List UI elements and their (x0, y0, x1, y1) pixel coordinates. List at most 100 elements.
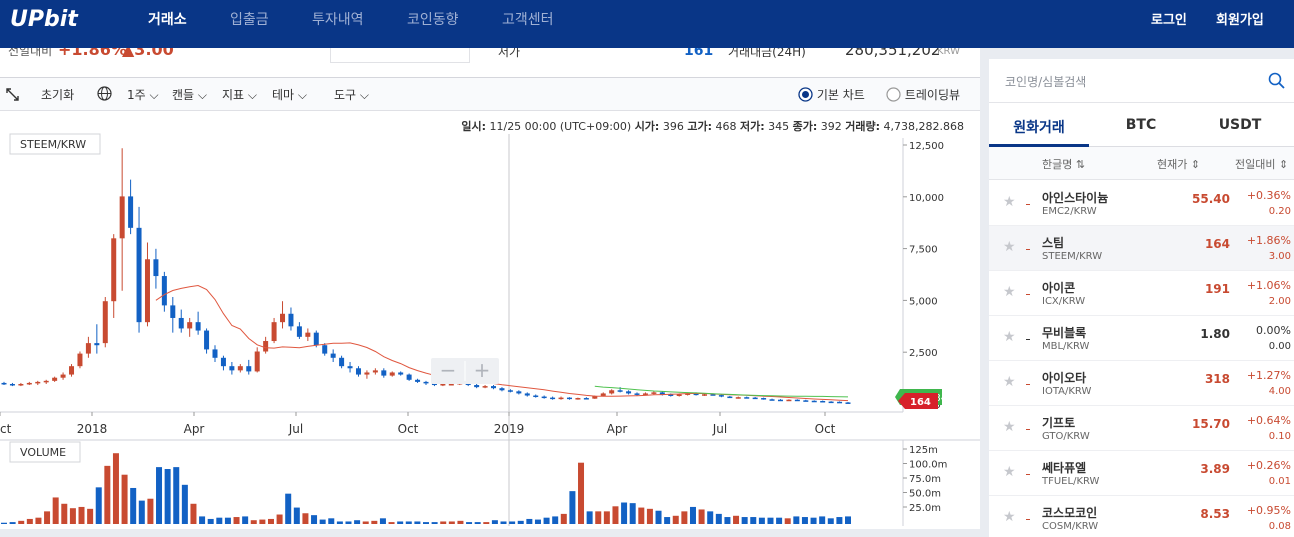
search-icon[interactable] (1268, 72, 1286, 90)
favorite-star-icon[interactable]: ★ (1003, 464, 1016, 480)
volume-bar (156, 467, 163, 524)
candle-body (43, 380, 49, 383)
coin-price: 55.40 (1192, 192, 1230, 206)
coin-price: 1.80 (1200, 327, 1230, 341)
candle-body (541, 396, 547, 399)
candle-body (119, 196, 125, 239)
coin-search-bar[interactable]: 코인명/심볼검색 (989, 59, 1294, 103)
mini-trend-icon (1026, 519, 1030, 520)
tab-btc[interactable]: BTC (1125, 117, 1157, 133)
favorite-star-icon[interactable]: ★ (1003, 239, 1016, 255)
nav-coin-trends[interactable]: 코인동향 (407, 12, 459, 28)
volume-bar (423, 522, 429, 524)
coin-row[interactable]: ★ 아인스타이늄 EMC2/KRW 55.40 +0.36% 0.20 (989, 181, 1294, 226)
coin-change-amount: 0.00 (1268, 341, 1291, 352)
tab-usdt[interactable]: USDT (1218, 117, 1262, 133)
volume-bar (1, 522, 7, 524)
basic-chart-radio[interactable]: 기본 차트 (798, 86, 865, 103)
search-input[interactable]: 코인명/심볼검색 (1005, 75, 1087, 89)
volume-tick-label: 100.0m (909, 460, 947, 471)
candle-body (296, 326, 302, 337)
chevron-down-icon: ⌵ (197, 88, 208, 102)
sort-by-change[interactable]: 전일대비 ⇕ (1235, 158, 1289, 171)
theme-dropdown[interactable]: 테마 ⌵ (272, 86, 307, 103)
candle-body (676, 394, 682, 396)
candle-body (423, 381, 429, 384)
coin-row[interactable]: ★ 아이오타 IOTA/KRW 318 +1.27% 4.00 (989, 361, 1294, 406)
coin-row[interactable]: ★ 스팀 STEEM/KRW 164 +1.86% 3.00 (989, 226, 1294, 271)
nav-customer-center[interactable]: 고객센터 (502, 12, 554, 28)
candle-body (786, 399, 792, 402)
interval-dropdown[interactable]: 1주 ⌵ (127, 86, 159, 103)
coin-row[interactable]: ★ 아이콘 ICX/KRW 191 +1.06% 2.00 (989, 271, 1294, 316)
sort-by-name[interactable]: 한글명 ⇅ (1042, 158, 1086, 171)
volume-bar (569, 491, 576, 524)
volume-tick-label: 125m (909, 445, 938, 456)
login-link[interactable]: 로그인 (1151, 13, 1187, 28)
candle-body (448, 383, 454, 386)
candle-body (566, 397, 572, 400)
nav-deposit-withdraw[interactable]: 입출금 (230, 12, 269, 28)
candle-body (710, 394, 716, 396)
radio-unselected-icon (886, 87, 901, 102)
volume-bar (534, 519, 541, 524)
expand-icon[interactable] (6, 88, 19, 101)
chevron-down-icon: ⌵ (359, 88, 370, 102)
favorite-star-icon[interactable]: ★ (1003, 509, 1016, 525)
volume-bar (52, 497, 59, 524)
theme-label: 테마 (272, 88, 295, 102)
tab-krw[interactable]: 원화거래 (1013, 120, 1065, 136)
coin-row[interactable]: ★ 코스모코인 COSM/KRW 8.53 +0.95% 0.08 (989, 496, 1294, 537)
top-navigation: UPbit 거래소 입출금 투자내역 코인동향 고객센터 로그인 회원가입 (0, 0, 1294, 48)
coin-change-percent: 0.00% (1256, 324, 1291, 337)
favorite-star-icon[interactable]: ★ (1003, 194, 1016, 210)
volume-bar (629, 503, 636, 524)
coin-row[interactable]: ★ 쎄타퓨엘 TFUEL/KRW 3.89 +0.26% 0.01 (989, 451, 1294, 496)
sort-by-price[interactable]: 현재가 ⇕ (1157, 158, 1201, 171)
candle-body (153, 259, 159, 277)
coin-list-panel: 코인명/심볼검색 원화거래 BTC USDT 한글명 ⇅ 현재가 ⇕ 전일대비 … (989, 59, 1294, 537)
candle-body (85, 343, 91, 354)
candle-body (288, 313, 294, 327)
candle-body (330, 353, 336, 358)
coin-row[interactable]: ★ 무비블록 MBL/KRW 1.80 0.00% 0.00 (989, 316, 1294, 361)
volume-bar (69, 508, 76, 524)
zoom-in-button[interactable]: + (474, 358, 491, 382)
close-label: 종가: (792, 120, 818, 133)
tradingview-radio[interactable]: 트레이딩뷰 (886, 86, 960, 103)
favorite-star-icon[interactable]: ★ (1003, 284, 1016, 300)
volume-bar (414, 521, 421, 524)
candle-body (187, 322, 193, 329)
coin-row[interactable]: ★ 기프토 GTO/KRW 15.70 +0.64% 0.10 (989, 406, 1294, 451)
favorite-star-icon[interactable]: ★ (1003, 419, 1016, 435)
candle-body (364, 372, 370, 375)
volume-bar (845, 516, 851, 524)
globe-icon[interactable] (97, 86, 112, 101)
nav-investments[interactable]: 투자내역 (312, 12, 364, 28)
zoom-out-button[interactable]: − (440, 358, 457, 382)
volume-bar (95, 487, 102, 524)
volume-bar (147, 498, 154, 524)
volume-bar (724, 517, 731, 524)
reset-button[interactable]: 초기화 (41, 88, 75, 102)
volume-bar (827, 518, 834, 524)
price-chart[interactable]: 12,50010,0007,5005,0002,50000000125m100.… (0, 48, 980, 529)
ohlc-readout: 일시: 11/25 00:00 (UTC+09:00) 시가: 396 고가: … (461, 118, 964, 134)
candle-body (617, 390, 623, 392)
candle-body (170, 305, 176, 318)
upbit-logo[interactable]: UPbit (10, 7, 78, 32)
candle-body (313, 332, 319, 346)
indicator-dropdown[interactable]: 지표 ⌵ (222, 86, 257, 103)
signup-link[interactable]: 회원가입 (1216, 13, 1264, 28)
volume-bar (543, 517, 550, 524)
high-value: 468 (715, 120, 737, 133)
tools-label: 도구 (334, 88, 357, 102)
x-tick-label: Oct (398, 422, 419, 436)
favorite-star-icon[interactable]: ★ (1003, 374, 1016, 390)
tools-dropdown[interactable]: 도구 ⌵ (334, 86, 369, 103)
nav-exchange[interactable]: 거래소 (148, 12, 187, 28)
volume-bar (276, 514, 283, 524)
candle-dropdown[interactable]: 캔들 ⌵ (172, 86, 207, 103)
coin-name: 쎄타퓨엘 (1042, 461, 1087, 475)
favorite-star-icon[interactable]: ★ (1003, 329, 1016, 345)
